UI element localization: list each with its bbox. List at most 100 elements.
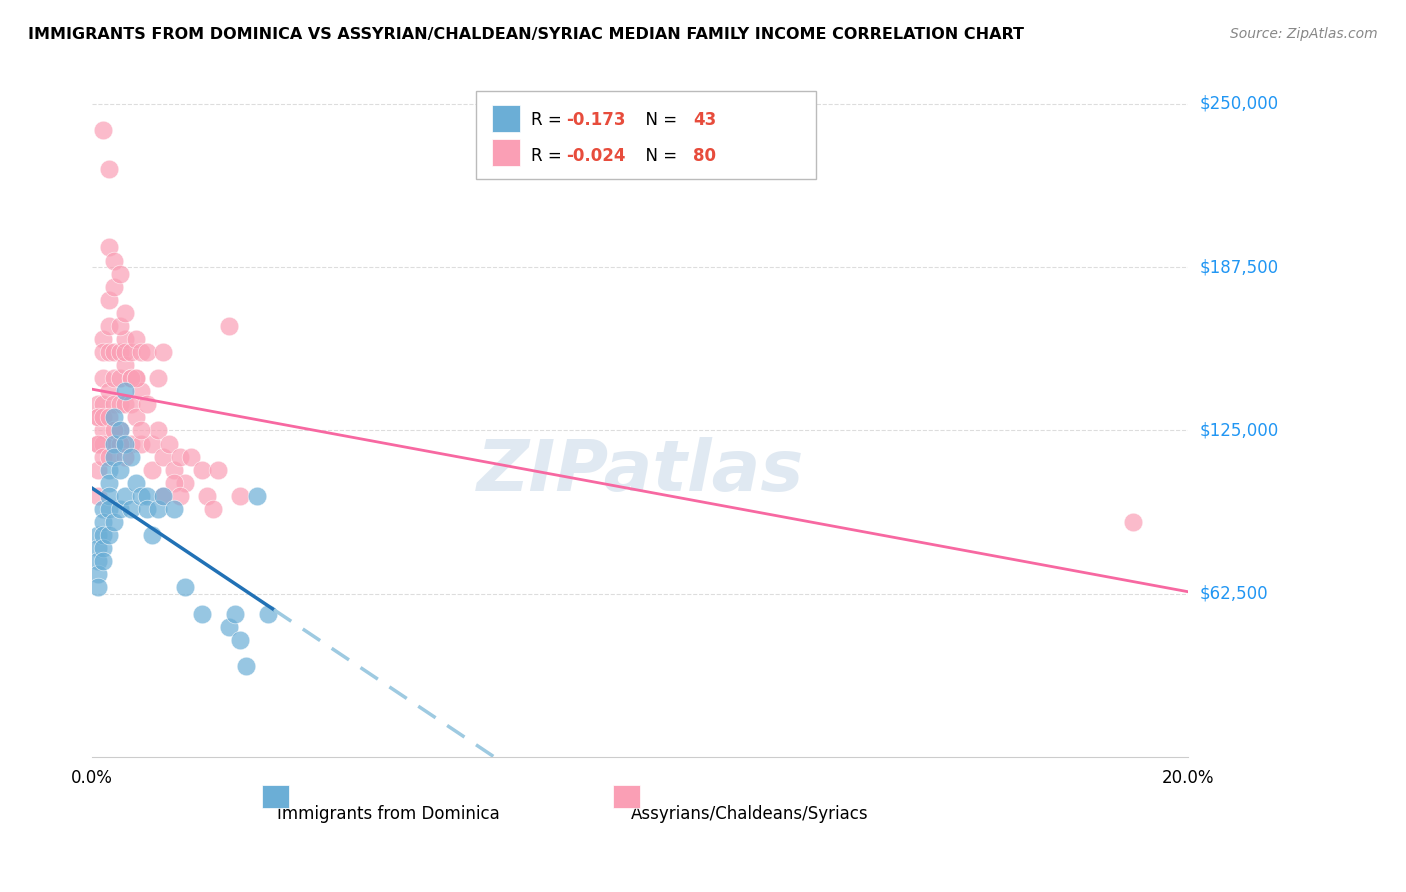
Point bbox=[91, 528, 114, 542]
Point bbox=[97, 502, 120, 516]
Point bbox=[191, 463, 214, 477]
Point bbox=[195, 489, 218, 503]
Point bbox=[97, 161, 120, 176]
Text: $250,000: $250,000 bbox=[1199, 95, 1278, 112]
Text: N =: N = bbox=[634, 112, 682, 129]
Point bbox=[91, 410, 114, 425]
Point bbox=[125, 475, 148, 490]
Point bbox=[229, 632, 252, 647]
Point bbox=[114, 489, 136, 503]
Point bbox=[103, 397, 125, 411]
Point bbox=[131, 489, 153, 503]
Point bbox=[146, 424, 169, 438]
Text: $125,000: $125,000 bbox=[1199, 422, 1278, 440]
Point bbox=[91, 371, 114, 385]
Point bbox=[97, 475, 120, 490]
Point bbox=[141, 436, 163, 450]
Point bbox=[157, 436, 180, 450]
Point bbox=[108, 424, 131, 438]
Point bbox=[136, 502, 159, 516]
Point bbox=[86, 528, 108, 542]
Point bbox=[108, 267, 131, 281]
Point bbox=[114, 450, 136, 464]
Point bbox=[97, 489, 120, 503]
Point bbox=[174, 475, 197, 490]
Point bbox=[174, 581, 197, 595]
Point bbox=[125, 371, 148, 385]
Point bbox=[152, 450, 174, 464]
Text: 43: 43 bbox=[693, 112, 716, 129]
Point bbox=[114, 332, 136, 346]
Point bbox=[120, 345, 142, 359]
Point bbox=[131, 384, 153, 399]
Point bbox=[152, 345, 174, 359]
Point bbox=[86, 567, 108, 582]
Point bbox=[180, 450, 202, 464]
Point bbox=[120, 436, 142, 450]
Point bbox=[163, 475, 186, 490]
Point bbox=[218, 318, 240, 333]
Point bbox=[169, 489, 191, 503]
Point bbox=[91, 436, 114, 450]
Text: IMMIGRANTS FROM DOMINICA VS ASSYRIAN/CHALDEAN/SYRIAC MEDIAN FAMILY INCOME CORREL: IMMIGRANTS FROM DOMINICA VS ASSYRIAN/CHA… bbox=[28, 27, 1024, 42]
Point bbox=[224, 607, 246, 621]
Text: 80: 80 bbox=[693, 146, 716, 165]
Point bbox=[103, 424, 125, 438]
Point bbox=[97, 345, 120, 359]
Point bbox=[114, 345, 136, 359]
Point bbox=[114, 358, 136, 372]
FancyBboxPatch shape bbox=[492, 104, 520, 132]
Point bbox=[152, 489, 174, 503]
Point bbox=[86, 436, 108, 450]
Point bbox=[131, 424, 153, 438]
Point bbox=[97, 384, 120, 399]
Point bbox=[108, 371, 131, 385]
Point bbox=[97, 410, 120, 425]
Point bbox=[146, 502, 169, 516]
Point bbox=[120, 450, 142, 464]
Point bbox=[125, 332, 148, 346]
Point bbox=[256, 607, 278, 621]
Point bbox=[120, 371, 142, 385]
Point bbox=[131, 436, 153, 450]
Point bbox=[103, 450, 125, 464]
Point bbox=[103, 371, 125, 385]
Point bbox=[86, 410, 108, 425]
Point bbox=[91, 450, 114, 464]
Point bbox=[245, 489, 267, 503]
Point bbox=[141, 528, 163, 542]
Point bbox=[108, 436, 131, 450]
Text: R =: R = bbox=[530, 146, 567, 165]
Point bbox=[125, 410, 148, 425]
Point bbox=[120, 397, 142, 411]
Point bbox=[86, 436, 108, 450]
FancyBboxPatch shape bbox=[492, 138, 520, 166]
Point bbox=[108, 345, 131, 359]
Point bbox=[120, 371, 142, 385]
Point bbox=[114, 436, 136, 450]
Point bbox=[146, 371, 169, 385]
Point bbox=[235, 658, 257, 673]
Point bbox=[91, 515, 114, 529]
Point bbox=[91, 424, 114, 438]
Point bbox=[97, 528, 120, 542]
Point bbox=[108, 424, 131, 438]
Point bbox=[97, 463, 120, 477]
Point bbox=[163, 502, 186, 516]
Point bbox=[229, 489, 252, 503]
Text: -0.173: -0.173 bbox=[565, 112, 626, 129]
Text: $62,500: $62,500 bbox=[1199, 585, 1268, 603]
Point bbox=[86, 410, 108, 425]
FancyBboxPatch shape bbox=[262, 785, 290, 808]
Point bbox=[114, 384, 136, 399]
Point bbox=[108, 397, 131, 411]
Point bbox=[114, 397, 136, 411]
Point bbox=[136, 489, 159, 503]
Text: Assyrians/Chaldeans/Syriacs: Assyrians/Chaldeans/Syriacs bbox=[631, 805, 869, 823]
Point bbox=[86, 554, 108, 568]
Point bbox=[120, 502, 142, 516]
Point bbox=[136, 397, 159, 411]
Point bbox=[86, 397, 108, 411]
Point bbox=[97, 293, 120, 307]
Text: -0.024: -0.024 bbox=[565, 146, 626, 165]
